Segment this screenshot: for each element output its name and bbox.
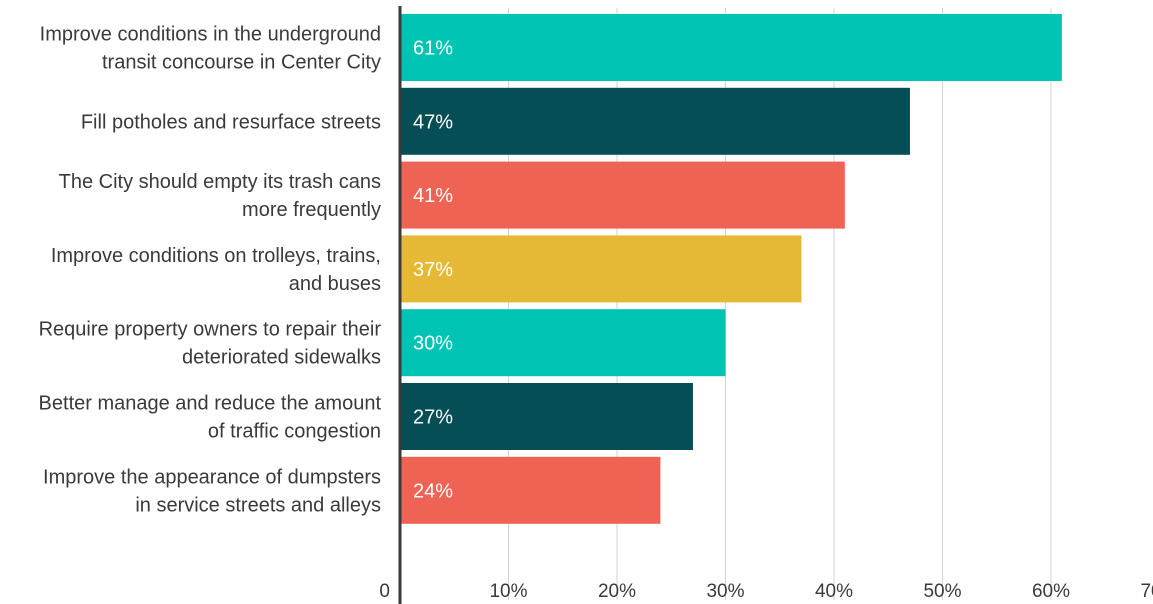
category-label: in service streets and alleys bbox=[135, 494, 381, 516]
bar-value-label: 37% bbox=[413, 259, 453, 281]
category-label: Improve conditions on trolleys, trains, bbox=[51, 245, 381, 267]
x-tick-label: 70% bbox=[1140, 581, 1153, 602]
category-label: Fill potholes and resurface streets bbox=[81, 111, 381, 133]
bar bbox=[400, 383, 693, 450]
bar-value-label: 41% bbox=[413, 185, 453, 207]
category-label: Require property owners to repair their bbox=[39, 319, 382, 341]
category-label: transit concourse in Center City bbox=[102, 52, 381, 74]
category-label: Better manage and reduce the amount bbox=[39, 393, 382, 415]
x-tick-label: 40% bbox=[815, 581, 853, 602]
x-tick-label: 10% bbox=[489, 581, 527, 602]
bar bbox=[400, 87, 910, 155]
category-label: Improve conditions in the underground bbox=[40, 24, 381, 46]
x-tick-label: 60% bbox=[1032, 581, 1070, 602]
bar-value-label: 47% bbox=[413, 111, 453, 133]
bar bbox=[400, 161, 845, 229]
category-label: deteriorated sidewalks bbox=[182, 347, 381, 369]
x-axis-ticks: 0 10% 20% 30% 40% 50% 60% 70% bbox=[379, 581, 1153, 602]
bar bbox=[400, 235, 802, 303]
x-tick-label: 0 bbox=[379, 581, 390, 602]
bar-value-label: 27% bbox=[413, 407, 453, 429]
category-label: Improve the appearance of dumpsters bbox=[43, 466, 381, 488]
category-label: The City should empty its trash cans bbox=[59, 171, 381, 193]
bar bbox=[400, 456, 661, 524]
x-tick-label: 30% bbox=[706, 581, 744, 602]
x-tick-label: 50% bbox=[923, 581, 961, 602]
bar bbox=[400, 309, 726, 377]
category-label: more frequently bbox=[242, 199, 381, 221]
x-tick-label: 20% bbox=[598, 581, 636, 602]
category-labels: Improve conditions in the underground tra… bbox=[39, 24, 382, 517]
bar-value-label: 30% bbox=[413, 333, 453, 355]
bar-value-label: 61% bbox=[413, 38, 453, 60]
bar bbox=[400, 14, 1062, 81]
bar-value-label: 24% bbox=[413, 480, 453, 502]
category-label: of traffic congestion bbox=[208, 421, 381, 443]
bars: 61% 47% 41% 37% 30% 27% 24% bbox=[400, 14, 1062, 524]
category-label: and buses bbox=[289, 273, 381, 295]
